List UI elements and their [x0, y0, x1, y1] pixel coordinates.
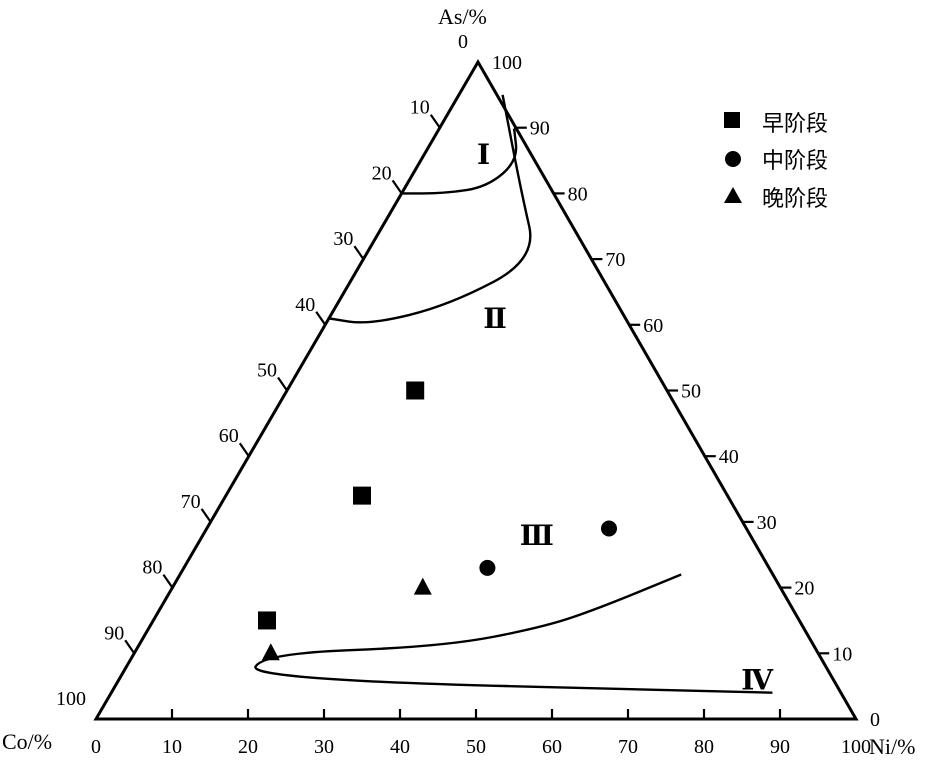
legend-label-late: 晚阶段 [762, 187, 828, 212]
left-axis-tick-label: 90 [104, 622, 124, 644]
right-axis-tick-label: 50 [681, 381, 701, 403]
right-axis-tick-label: 0 [870, 709, 880, 731]
top-axis-title: As/% [438, 4, 487, 29]
region-label: Ⅰ [477, 140, 490, 171]
bottom-axis-tick-label: 20 [238, 736, 258, 758]
left-axis-tick-label: 10 [410, 97, 430, 119]
legend: 早阶段 中阶段 晚阶段 [724, 112, 828, 212]
left-axis-tick-label: 40 [295, 294, 315, 316]
legend-label-early: 早阶段 [762, 112, 828, 137]
left-axis-tick [315, 311, 327, 326]
right-axis-tick-label: 10 [832, 643, 852, 665]
legend-square-marker [724, 112, 740, 128]
bottom-axis-tick-label: 90 [770, 736, 790, 758]
left-axis-tick-label: 80 [142, 557, 162, 579]
bottom-axis-tick-label: 30 [314, 736, 334, 758]
right-axis-tick-label: 30 [757, 512, 777, 534]
right-axis-tick-label: 70 [605, 249, 625, 271]
left-axis-tick [429, 114, 441, 129]
field-boundary-curve [254, 573, 773, 694]
data-point-circle [601, 520, 617, 537]
bottom-axis-tick-label: 60 [542, 736, 562, 758]
left-axis-tick-label: 60 [219, 425, 239, 447]
left-axis-tick [277, 376, 288, 392]
bottom-axis-tick-label: 10 [162, 736, 182, 758]
field-boundary-curve [400, 127, 518, 195]
right-axis-tick-label: 20 [794, 578, 814, 600]
legend-label-middle: 中阶段 [762, 149, 828, 174]
left-axis-tick [162, 573, 174, 589]
left-axis-title: Co/% [2, 729, 52, 754]
data-point-circle [479, 559, 496, 576]
region-label: Ⅲ [520, 521, 554, 552]
data-point-triangle [413, 577, 432, 595]
left-axis-tick [353, 245, 365, 260]
left-axis-tick-label: 100 [56, 688, 86, 710]
left-axis-tick [391, 179, 403, 195]
right-axis-title: Ni/% [869, 734, 915, 759]
left-axis-tick [124, 639, 136, 654]
bottom-axis-tick-label: 100 [841, 736, 871, 758]
data-point-triangle [261, 643, 280, 661]
data-point-square [258, 611, 276, 630]
data-point-square [406, 381, 425, 400]
left-axis-tick-label: 0 [458, 31, 468, 53]
right-axis-tick-label: 100 [492, 52, 522, 74]
left-axis-tick-label: 30 [333, 228, 353, 250]
field-boundary-curve [327, 94, 532, 324]
right-axis-tick-label: 80 [568, 183, 588, 205]
left-axis-tick-label: 20 [372, 162, 392, 184]
bottom-axis-tick-label: 0 [91, 736, 101, 758]
left-axis-tick [200, 508, 212, 523]
right-axis-tick-label: 60 [643, 315, 663, 337]
ternary-frame [93, 59, 859, 721]
left-axis-tick [238, 442, 250, 457]
right-axis-tick-label: 90 [530, 118, 550, 140]
bottom-axis-tick-label: 50 [466, 736, 486, 758]
bottom-axis-tick-label: 40 [390, 736, 410, 758]
bottom-axis-tick-label: 70 [618, 736, 638, 758]
data-point-square [353, 486, 371, 505]
bottom-axis-tick-label: 80 [694, 736, 714, 758]
left-axis-tick-label: 70 [181, 491, 201, 513]
legend-triangle-marker [724, 187, 742, 203]
region-label: Ⅱ [483, 304, 507, 335]
legend-circle-marker [725, 151, 741, 167]
right-axis-tick-label: 40 [719, 446, 739, 468]
left-axis-tick-label: 50 [257, 360, 277, 382]
